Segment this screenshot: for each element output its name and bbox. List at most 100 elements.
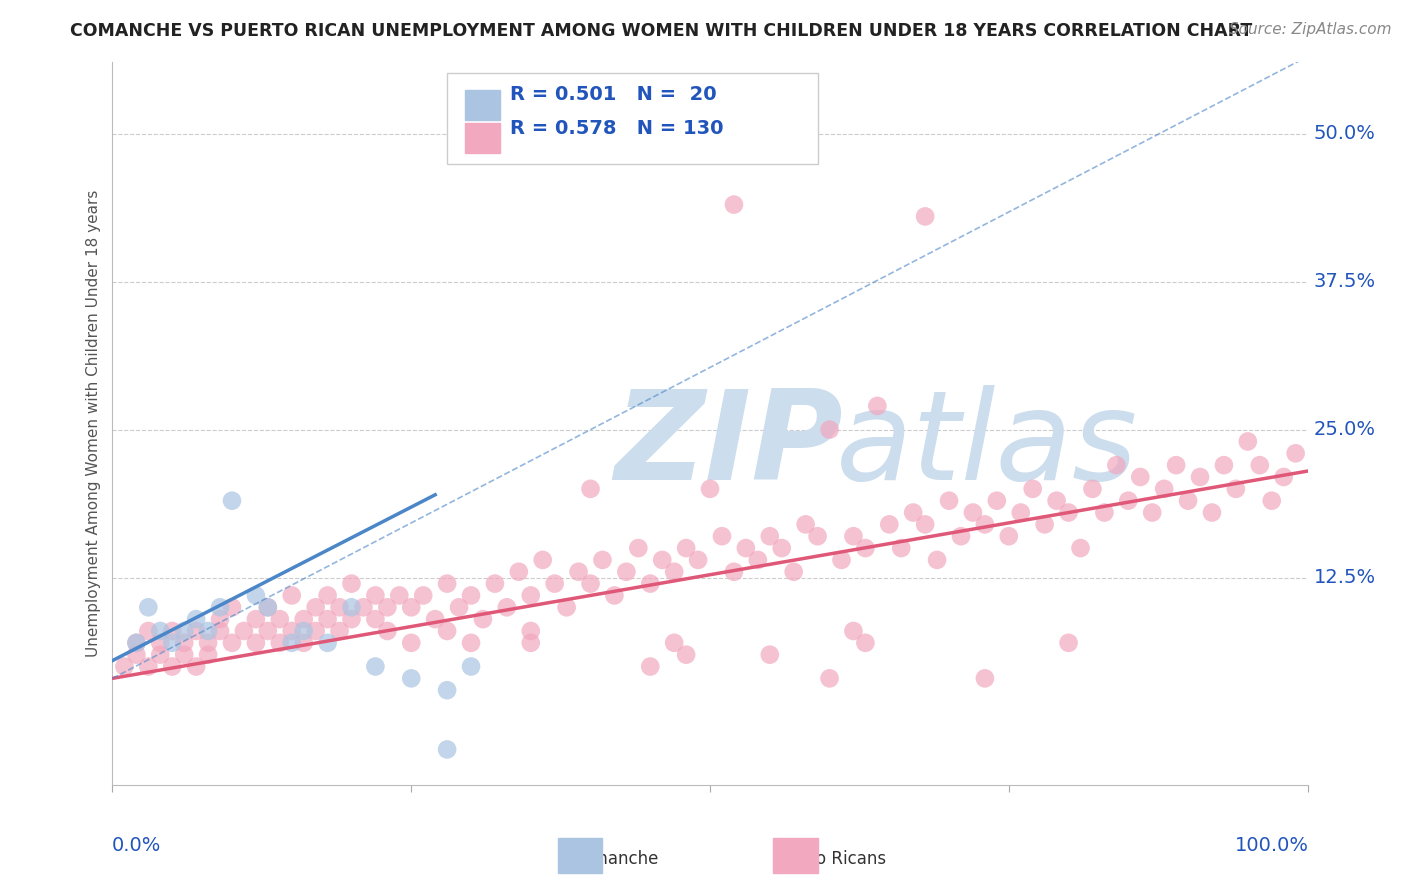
Point — [197, 648, 219, 662]
Point — [759, 529, 782, 543]
Point — [1129, 470, 1152, 484]
Point — [173, 648, 195, 662]
Point — [950, 529, 973, 543]
Point — [699, 482, 721, 496]
Point — [555, 600, 578, 615]
Point — [1261, 493, 1284, 508]
Point — [1081, 482, 1104, 496]
Point — [1105, 458, 1128, 472]
Point — [377, 624, 399, 638]
Point — [245, 612, 267, 626]
Point — [173, 624, 195, 638]
FancyBboxPatch shape — [465, 123, 499, 153]
Point — [794, 517, 817, 532]
Point — [664, 565, 686, 579]
Text: R = 0.501   N =  20: R = 0.501 N = 20 — [510, 86, 717, 104]
Point — [1213, 458, 1236, 472]
Point — [221, 493, 243, 508]
Point — [664, 636, 686, 650]
Point — [759, 648, 782, 662]
Point — [974, 671, 997, 685]
Point — [711, 529, 734, 543]
Point — [1201, 506, 1223, 520]
Point — [364, 659, 387, 673]
Text: R = 0.578   N = 130: R = 0.578 N = 130 — [510, 119, 724, 137]
Point — [688, 553, 710, 567]
Point — [269, 636, 291, 650]
Point — [508, 565, 530, 579]
Point — [1272, 470, 1295, 484]
Point — [245, 589, 267, 603]
Point — [914, 517, 936, 532]
Point — [496, 600, 519, 615]
Point — [460, 636, 482, 650]
Point — [1057, 636, 1080, 650]
Point — [735, 541, 758, 555]
Point — [842, 529, 865, 543]
Point — [723, 197, 745, 211]
Point — [401, 600, 423, 615]
Point — [927, 553, 949, 567]
Point — [125, 636, 148, 650]
Point — [1046, 493, 1069, 508]
Point — [1237, 434, 1260, 449]
FancyBboxPatch shape — [773, 838, 818, 873]
Text: 0.0%: 0.0% — [111, 836, 160, 855]
Point — [460, 589, 482, 603]
Point — [1189, 470, 1212, 484]
Text: 12.5%: 12.5% — [1313, 568, 1375, 587]
Point — [364, 612, 387, 626]
Point — [1118, 493, 1140, 508]
Point — [436, 742, 458, 756]
Point — [281, 636, 304, 650]
Point — [292, 612, 315, 626]
Point — [568, 565, 591, 579]
Point — [866, 399, 889, 413]
Point — [1057, 506, 1080, 520]
Point — [1010, 506, 1032, 520]
Point — [807, 529, 830, 543]
Point — [149, 624, 172, 638]
Point — [436, 683, 458, 698]
Point — [531, 553, 554, 567]
Point — [675, 648, 697, 662]
Point — [209, 600, 232, 615]
Point — [914, 210, 936, 224]
Point — [425, 612, 447, 626]
Point — [209, 624, 232, 638]
Point — [842, 624, 865, 638]
Point — [257, 600, 280, 615]
Point — [627, 541, 650, 555]
Point — [1166, 458, 1188, 472]
Point — [162, 624, 183, 638]
Point — [125, 636, 148, 650]
Point — [651, 553, 673, 567]
Text: 37.5%: 37.5% — [1313, 272, 1375, 291]
FancyBboxPatch shape — [447, 73, 818, 163]
Point — [520, 624, 543, 638]
Point — [472, 612, 495, 626]
Point — [592, 553, 614, 567]
Point — [305, 600, 328, 615]
Point — [962, 506, 984, 520]
Point — [1249, 458, 1271, 472]
Text: COMANCHE VS PUERTO RICAN UNEMPLOYMENT AMONG WOMEN WITH CHILDREN UNDER 18 YEARS C: COMANCHE VS PUERTO RICAN UNEMPLOYMENT AM… — [70, 22, 1253, 40]
Point — [138, 624, 160, 638]
Point — [340, 600, 363, 615]
Text: 25.0%: 25.0% — [1313, 420, 1375, 439]
Point — [436, 576, 458, 591]
Point — [197, 636, 219, 650]
Point — [998, 529, 1021, 543]
Point — [401, 636, 423, 650]
Point — [221, 600, 243, 615]
Point — [269, 612, 291, 626]
Text: Puerto Ricans: Puerto Ricans — [772, 850, 887, 868]
Point — [186, 612, 208, 626]
Point — [138, 600, 160, 615]
Point — [1285, 446, 1308, 460]
Point — [281, 589, 304, 603]
Point — [1094, 506, 1116, 520]
Point — [340, 576, 363, 591]
Point — [747, 553, 769, 567]
Point — [1177, 493, 1199, 508]
